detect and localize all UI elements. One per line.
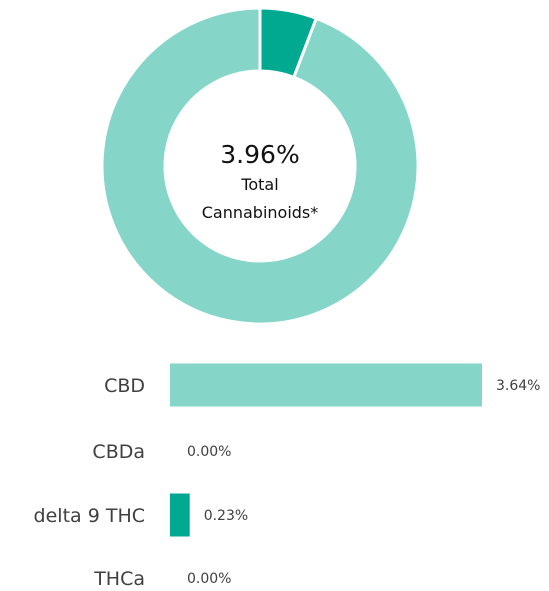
donut-chart (100, 6, 420, 326)
donut-slice-1 (100, 6, 420, 326)
category-label: CBD (104, 375, 145, 397)
category-label: delta 9 THC (34, 505, 145, 527)
category-label: CBDa (92, 441, 145, 463)
category-label: THCa (93, 568, 145, 590)
total-label-line-1: Total (240, 175, 278, 194)
bar-cbd (170, 363, 482, 407)
bar-chart: CBD 3.64% CBDa 0.00% delta 9 THC 0.23% THCa 0.0… (34, 363, 540, 590)
value-label: 0.00% (187, 444, 231, 460)
value-label: 0.00% (187, 571, 231, 587)
bar-delta-9-thc (170, 493, 190, 537)
total-value: 3.96% (220, 140, 299, 169)
total-label-line-2: Cannabinoids* (202, 203, 319, 222)
value-label: 0.23% (204, 508, 248, 524)
value-label: 3.64% (496, 378, 540, 394)
